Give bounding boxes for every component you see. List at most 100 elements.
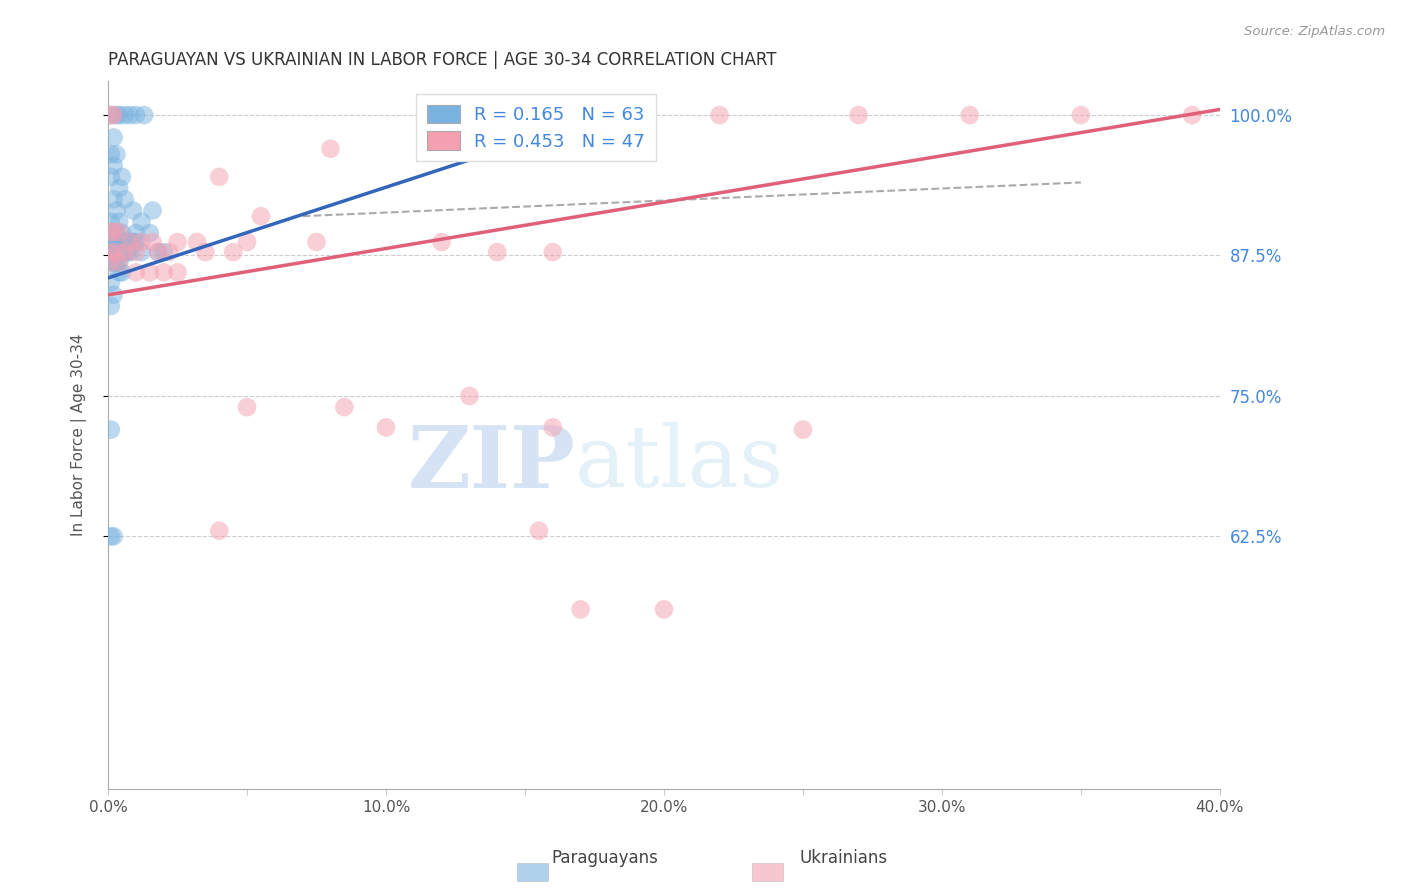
Point — [114, 235, 136, 249]
Point — [105, 108, 128, 122]
Point — [100, 276, 122, 290]
Point — [166, 235, 188, 249]
Point — [100, 215, 122, 229]
Text: Ukrainians: Ukrainians — [800, 849, 887, 867]
Point — [236, 235, 259, 249]
Point — [100, 423, 122, 437]
Point — [152, 265, 174, 279]
Point — [208, 524, 231, 538]
Point — [100, 255, 122, 269]
Point — [120, 108, 142, 122]
Point — [792, 423, 814, 437]
Point — [131, 215, 153, 229]
Point — [108, 255, 131, 269]
Point — [125, 235, 148, 249]
Point — [222, 245, 245, 260]
Point — [1181, 108, 1204, 122]
Point — [105, 226, 128, 240]
Point — [134, 108, 156, 122]
Point — [100, 255, 122, 269]
Point — [125, 108, 148, 122]
Point — [709, 108, 731, 122]
Point — [139, 226, 162, 240]
Point — [100, 147, 122, 161]
Point — [103, 288, 125, 302]
Point — [146, 245, 169, 260]
Point — [103, 255, 125, 269]
Point — [1070, 108, 1092, 122]
Point — [103, 130, 125, 145]
Point — [111, 226, 134, 240]
Point — [120, 235, 142, 249]
Point — [103, 192, 125, 206]
Text: atlas: atlas — [575, 422, 785, 505]
Point — [319, 142, 342, 156]
Point — [108, 265, 131, 279]
Point — [100, 108, 122, 122]
Point — [105, 203, 128, 218]
Point — [125, 226, 148, 240]
Point — [541, 420, 564, 434]
Legend: R = 0.165   N = 63, R = 0.453   N = 47: R = 0.165 N = 63, R = 0.453 N = 47 — [416, 94, 655, 161]
Point — [105, 245, 128, 260]
Point — [333, 400, 356, 414]
Point — [157, 245, 180, 260]
Point — [152, 245, 174, 260]
Point — [103, 108, 125, 122]
Point — [430, 235, 453, 249]
Point — [652, 602, 675, 616]
Point — [100, 245, 122, 260]
Point — [141, 203, 163, 218]
Point — [848, 108, 870, 122]
Text: ZIP: ZIP — [408, 422, 575, 506]
Point — [105, 255, 128, 269]
Point — [131, 245, 153, 260]
Point — [186, 235, 208, 249]
Point — [108, 245, 131, 260]
Point — [959, 108, 981, 122]
Point — [105, 235, 128, 249]
Point — [125, 265, 148, 279]
Point — [375, 420, 398, 434]
Point — [305, 235, 328, 249]
Text: Paraguayans: Paraguayans — [551, 849, 658, 867]
Point — [100, 169, 122, 184]
Text: Source: ZipAtlas.com: Source: ZipAtlas.com — [1244, 25, 1385, 38]
Point — [194, 245, 217, 260]
Point — [103, 245, 125, 260]
Point — [105, 245, 128, 260]
Point — [486, 245, 509, 260]
Point — [105, 147, 128, 161]
Point — [114, 245, 136, 260]
Point — [120, 245, 142, 260]
Point — [100, 245, 122, 260]
Point — [103, 225, 125, 239]
Point — [120, 235, 142, 249]
Point — [141, 235, 163, 249]
Point — [122, 235, 145, 249]
Point — [100, 235, 122, 249]
Point — [114, 192, 136, 206]
Point — [103, 226, 125, 240]
Point — [527, 524, 550, 538]
Point — [250, 209, 273, 223]
Point — [100, 108, 122, 122]
Point — [108, 255, 131, 269]
Point — [108, 108, 131, 122]
Point — [108, 225, 131, 239]
Point — [108, 215, 131, 229]
Point — [117, 235, 139, 249]
Point — [100, 225, 122, 239]
Point — [108, 235, 131, 249]
Point — [569, 602, 592, 616]
Point — [131, 235, 153, 249]
Point — [541, 245, 564, 260]
Point — [108, 181, 131, 195]
Point — [111, 245, 134, 260]
Point — [103, 529, 125, 543]
Point — [105, 245, 128, 260]
Point — [139, 265, 162, 279]
Point — [100, 529, 122, 543]
Point — [114, 245, 136, 260]
Point — [458, 389, 481, 403]
